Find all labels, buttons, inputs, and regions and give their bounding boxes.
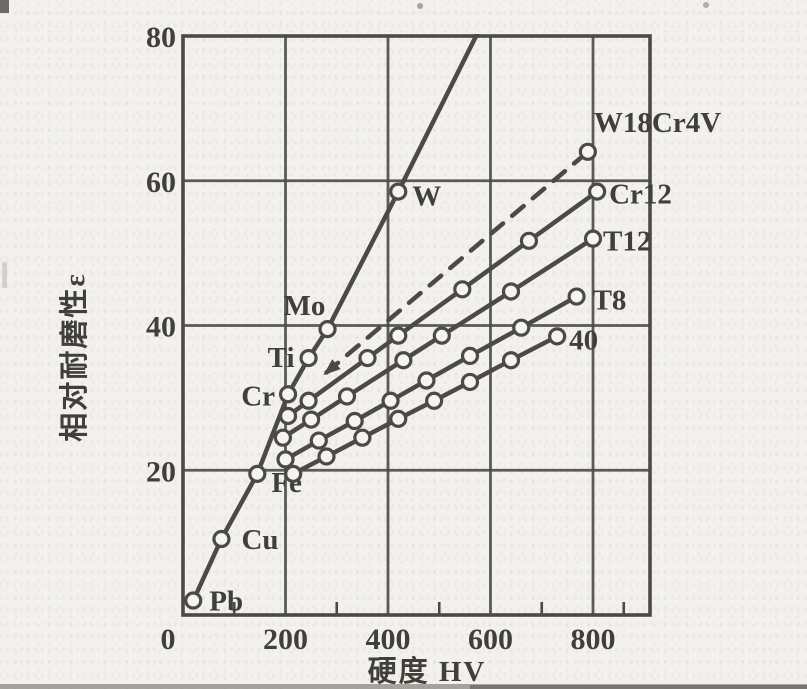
x-tick-label-400: 400 <box>366 623 411 656</box>
scan-artifact-bottom-edge-dark <box>470 685 807 689</box>
data-point-T8-4 <box>417 371 436 390</box>
point-label-Ti: Ti <box>268 342 295 374</box>
y-tick-label-60: 60 <box>146 166 176 199</box>
arrowhead-W18Cr4V <box>323 359 341 376</box>
data-point-T8-6 <box>512 318 531 337</box>
series-label-Cr12: Cr12 <box>609 179 672 211</box>
data-point-steel-40-7 <box>548 327 567 346</box>
data-point-W18Cr4V-0 <box>578 142 597 161</box>
data-point-steel-40-2 <box>353 428 372 447</box>
data-point-steel-40-3 <box>389 409 408 428</box>
scan-artifact-speck <box>417 3 423 9</box>
series-line-W18Cr4V <box>324 149 591 375</box>
data-point-Cr12-6 <box>587 182 607 201</box>
data-point-T12-1 <box>302 410 321 429</box>
data-point-T12-0 <box>273 428 293 447</box>
point-label-Cr: Cr <box>241 380 275 412</box>
data-point-Cr12-0 <box>278 406 298 426</box>
data-point-steel-40-1 <box>317 447 336 466</box>
data-point-T8-2 <box>345 411 364 431</box>
data-point-steel-40-4 <box>425 391 444 410</box>
x-tick-label-0: 0 <box>161 623 176 656</box>
point-label-Cu: Cu <box>241 524 278 556</box>
data-point-T8-1 <box>309 431 328 450</box>
data-point-Cr12-4 <box>453 280 472 299</box>
y-tick-label-20: 20 <box>146 455 176 488</box>
y-tick-label-40: 40 <box>146 311 176 344</box>
data-point-pure-metals-3 <box>278 385 298 404</box>
series-label-T8: T8 <box>593 285 627 317</box>
data-point-steel-40-5 <box>460 372 480 392</box>
data-point-steel-40-0 <box>284 464 303 483</box>
data-point-pure-metals-0 <box>184 591 203 610</box>
point-label-W: W <box>412 181 441 213</box>
series-line-pure-metals <box>191 34 480 603</box>
series-label-W18Cr4V: W18Cr4V <box>594 107 721 139</box>
series-label-steel-40: 40 <box>569 324 598 356</box>
y-axis-title: 相对耐磨性ε <box>58 272 91 441</box>
data-point-pure-metals-2 <box>248 464 267 483</box>
scan-artifact-speck <box>703 2 709 8</box>
data-point-pure-metals-4 <box>299 348 318 368</box>
data-point-Cr12-3 <box>389 326 408 345</box>
data-point-T12-4 <box>432 326 451 345</box>
x-axis-title: 硬度 HV <box>368 655 487 688</box>
point-label-Pb: Pb <box>209 586 243 618</box>
data-point-pure-metals-6 <box>389 182 408 201</box>
scan-artifact-margin-mark <box>2 262 7 288</box>
x-tick-label-800: 800 <box>571 623 616 656</box>
point-label-Mo: Mo <box>284 290 326 322</box>
data-point-T8-3 <box>381 391 400 410</box>
scan-artifact-bottom-edge <box>0 684 807 689</box>
series-label-T12: T12 <box>603 226 651 258</box>
data-point-T8-5 <box>460 346 480 365</box>
data-point-Cr12-2 <box>358 348 377 368</box>
series-line-Cr12 <box>285 189 600 419</box>
data-point-T8-7 <box>567 287 586 306</box>
data-point-T8-0 <box>276 450 295 469</box>
x-tick-label-600: 600 <box>468 623 513 656</box>
data-point-pure-metals-1 <box>212 529 231 549</box>
data-point-pure-metals-5 <box>318 320 337 339</box>
data-point-steel-40-6 <box>501 351 521 370</box>
x-tick-label-200: 200 <box>263 623 308 656</box>
y-tick-label-80: 80 <box>146 21 176 54</box>
data-point-Cr12-5 <box>519 231 539 250</box>
data-point-T12-6 <box>583 229 603 248</box>
plot-border <box>181 34 652 617</box>
scan-artifact-corner <box>0 0 9 13</box>
data-point-T12-2 <box>337 387 357 406</box>
data-point-T12-3 <box>394 351 413 370</box>
data-point-T12-5 <box>501 282 521 301</box>
data-point-Cr12-1 <box>299 391 318 410</box>
